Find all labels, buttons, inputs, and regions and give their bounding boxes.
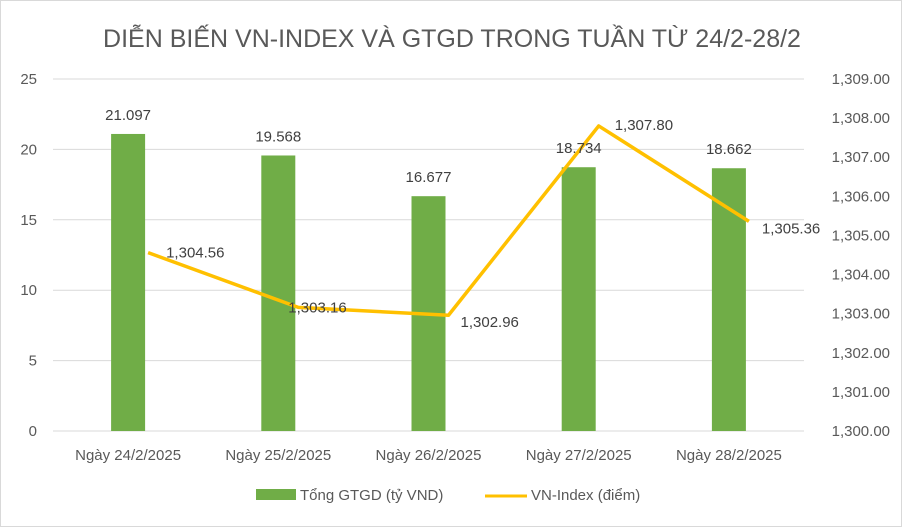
left-tick-label: 15	[20, 212, 37, 229]
line-data-label: 1,303.16	[288, 299, 346, 316]
line-data-label: 1,307.80	[615, 117, 673, 134]
left-tick-label: 10	[20, 282, 37, 299]
bar-data-label: 18.662	[706, 141, 752, 158]
bar	[111, 134, 145, 431]
x-tick-label: Ngày 28/2/2025	[676, 447, 782, 464]
chart-title: DIỄN BIẾN VN-INDEX VÀ GTGD TRONG TUẦN TỪ…	[103, 23, 801, 53]
right-tick-label: 1,305.00	[832, 227, 890, 244]
line-data-label: 1,305.36	[762, 220, 820, 237]
bar	[261, 155, 295, 431]
right-tick-label: 1,306.00	[832, 188, 890, 205]
right-tick-label: 1,303.00	[832, 306, 890, 323]
bar	[562, 167, 596, 431]
right-tick-label: 1,304.00	[832, 267, 890, 284]
line-data-label: 1,304.56	[166, 245, 224, 262]
right-tick-label: 1,301.00	[832, 384, 890, 401]
bar-data-label: 19.568	[255, 128, 301, 145]
legend-label-bar: Tổng GTGD (tỷ VND)	[300, 487, 443, 504]
x-tick-label: Ngày 26/2/2025	[376, 447, 482, 464]
legend-swatch-bar	[256, 489, 296, 500]
right-tick-label: 1,309.00	[832, 71, 890, 88]
legend: Tổng GTGD (tỷ VND) VN-Index (điểm)	[256, 487, 640, 504]
bar-data-label: 21.097	[105, 107, 151, 124]
bar-data-label: 16.677	[406, 169, 452, 186]
x-tick-label: Ngày 27/2/2025	[526, 447, 632, 464]
left-tick-label: 0	[29, 423, 37, 440]
vn-index-line	[148, 126, 749, 315]
right-tick-label: 1,300.00	[832, 423, 890, 440]
right-tick-label: 1,302.00	[832, 345, 890, 362]
x-tick-label: Ngày 24/2/2025	[75, 447, 181, 464]
line-data-label: 1,302.96	[461, 314, 519, 331]
bar-data-label: 18.734	[556, 140, 602, 157]
left-tick-label: 20	[20, 141, 37, 158]
right-tick-label: 1,307.00	[832, 149, 890, 166]
right-tick-label: 1,308.00	[832, 110, 890, 127]
x-tick-label: Ngày 25/2/2025	[225, 447, 331, 464]
legend-label-line: VN-Index (điểm)	[531, 487, 640, 504]
left-tick-label: 5	[29, 353, 37, 370]
left-tick-label: 25	[20, 71, 37, 88]
